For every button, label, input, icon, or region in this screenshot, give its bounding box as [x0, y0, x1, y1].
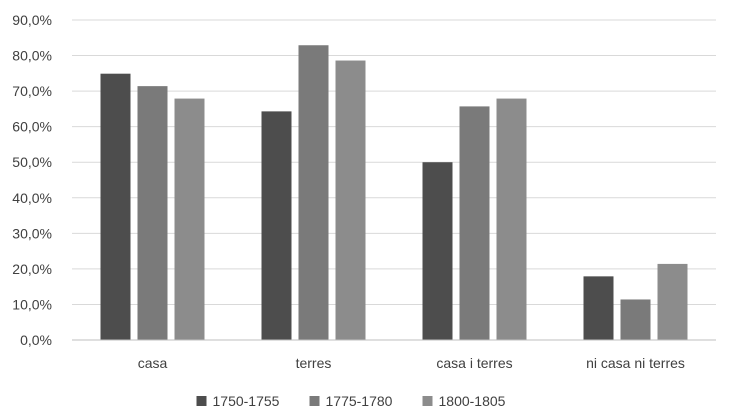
- legend-label: 1775-1780: [326, 393, 393, 409]
- category-label: casa i terres: [436, 355, 512, 371]
- y-axis-tick-labels: 0,0% 10,0% 20,0% 30,0% 40,0% 50,0% 60,0% 70,0% 8…: [12, 12, 52, 348]
- y-tick-label: 90,0%: [12, 12, 52, 28]
- category-label: casa: [138, 355, 168, 371]
- bar-1750-1755-terres: [261, 111, 292, 340]
- category-label: terres: [296, 355, 332, 371]
- bar-1800-1805-ni-casa-ni-terres: [657, 263, 688, 340]
- legend: 1750-1755 1775-1780 1800-1805: [196, 393, 506, 409]
- bar-1800-1805-terres: [335, 60, 366, 341]
- bar-1800-1805-casa-i-terres: [496, 98, 527, 340]
- bar-1750-1755-ni-casa-ni-terres: [583, 276, 614, 340]
- y-tick-label: 50,0%: [12, 154, 52, 170]
- bar-1775-1780-casa-i-terres: [459, 106, 490, 341]
- legend-swatch: [422, 396, 433, 406]
- legend-label: 1750-1755: [213, 393, 280, 409]
- y-tick-label: 20,0%: [12, 261, 52, 277]
- bar-1775-1780-casa: [137, 86, 168, 340]
- bar-1775-1780-terres: [298, 45, 329, 340]
- y-tick-label: 10,0%: [12, 296, 52, 312]
- legend-swatch: [309, 396, 320, 406]
- bar-1750-1755-casa-i-terres: [422, 162, 453, 340]
- bar-1750-1755-casa: [100, 73, 131, 340]
- y-tick-label: 70,0%: [12, 83, 52, 99]
- y-tick-label: 30,0%: [12, 225, 52, 241]
- bar-1775-1780-ni-casa-ni-terres: [620, 299, 651, 340]
- bar-1800-1805-casa: [174, 98, 205, 340]
- gridlines: [72, 19, 716, 305]
- y-tick-label: 0,0%: [20, 332, 52, 348]
- legend-swatch: [196, 396, 207, 406]
- category-labels: casa terres casa i terres ni casa ni terres: [138, 355, 685, 371]
- category-label: ni casa ni terres: [586, 355, 685, 371]
- y-tick-label: 80,0%: [12, 48, 52, 64]
- legend-label: 1800-1805: [439, 393, 506, 409]
- y-tick-label: 60,0%: [12, 119, 52, 135]
- bars: [100, 45, 688, 341]
- y-tick-label: 40,0%: [12, 190, 52, 206]
